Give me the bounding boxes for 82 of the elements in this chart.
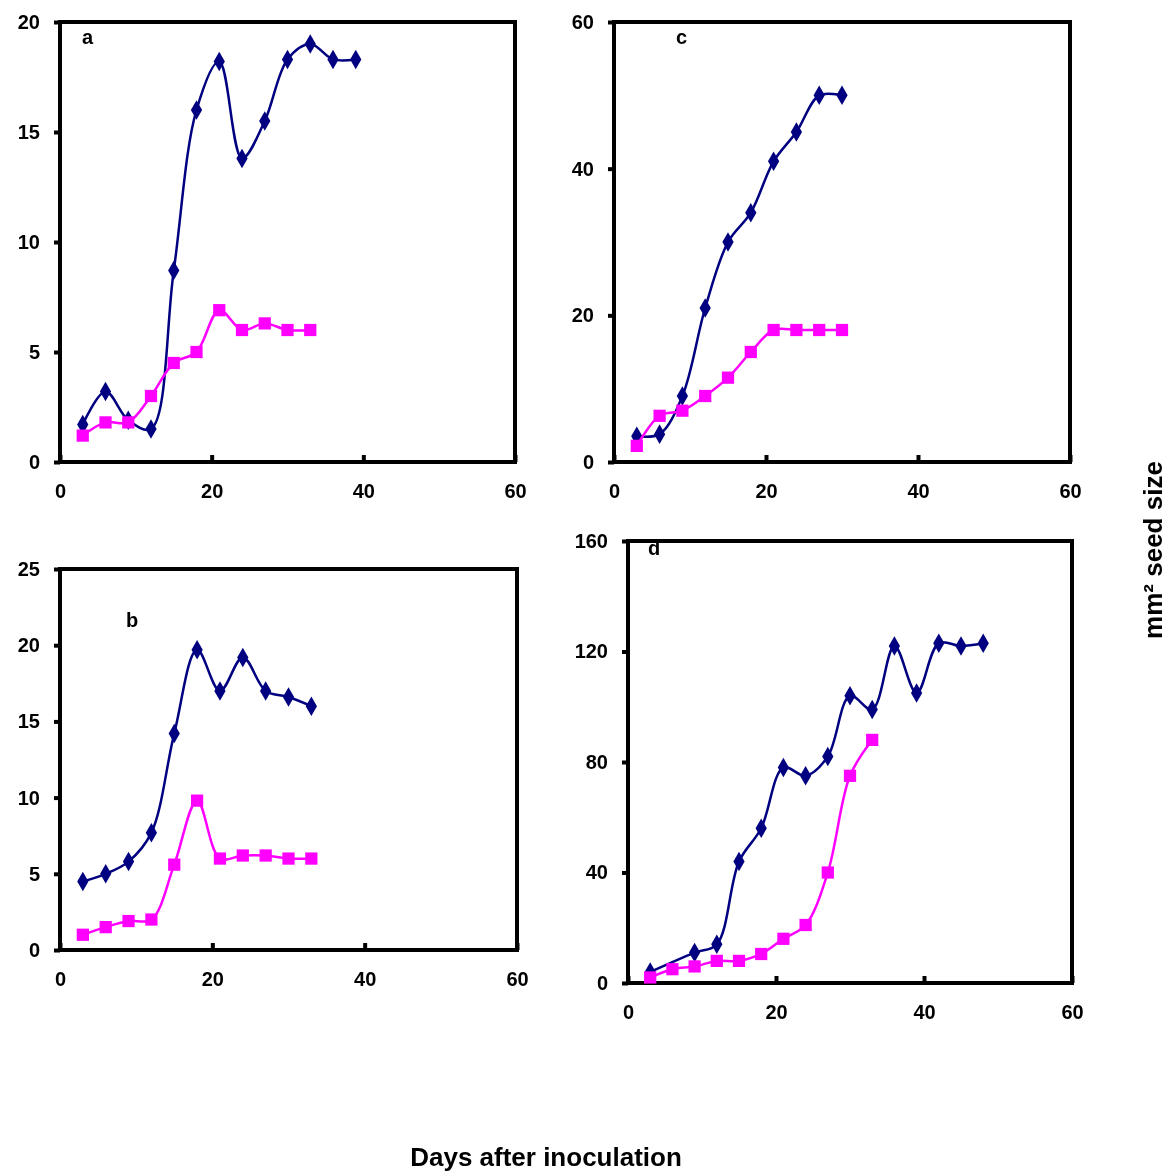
x-tick-label: 40 (352, 480, 375, 503)
point (653, 409, 666, 422)
point (259, 849, 272, 862)
point (258, 317, 271, 330)
y-tick-label: 60 (571, 10, 594, 33)
point (732, 954, 746, 968)
annotation: a (82, 26, 94, 48)
point (721, 371, 735, 384)
point (790, 323, 803, 337)
x-tick-label: 60 (506, 968, 529, 991)
y-axis-title: mm² seed size (1138, 461, 1168, 639)
y-tick-label: 15 (17, 120, 40, 143)
y-tick-label: 0 (28, 450, 40, 473)
y-tick-label: 0 (582, 450, 594, 473)
annotation: b (126, 609, 139, 631)
point (866, 733, 879, 747)
point (190, 345, 203, 359)
x-tick-label: 20 (755, 480, 778, 503)
y-tick-label: 20 (17, 634, 40, 657)
point (666, 963, 679, 976)
x-tick-label: 0 (54, 968, 67, 991)
y-tick-label: 0 (28, 938, 40, 961)
point (99, 416, 112, 429)
y-tick-label: 40 (571, 157, 594, 180)
point (122, 416, 135, 429)
point (799, 918, 812, 932)
y-tick-label: 10 (17, 230, 40, 253)
point (99, 921, 112, 934)
x-tick-label: 0 (622, 1001, 635, 1024)
x-tick-label: 60 (504, 480, 527, 503)
point (235, 323, 249, 337)
x-tick-label: 40 (354, 968, 377, 991)
point (144, 389, 158, 403)
y-tick-label: 25 (17, 557, 40, 580)
point (168, 858, 181, 871)
y-tick-label: 10 (17, 786, 40, 809)
y-tick-label: 40 (585, 861, 608, 884)
point (744, 345, 757, 359)
point (821, 866, 834, 879)
point (755, 947, 768, 961)
y-tick-label: 20 (17, 10, 40, 33)
x-tick-label: 0 (54, 480, 67, 503)
point (777, 932, 790, 945)
x-tick-label: 40 (913, 1001, 936, 1024)
point (122, 914, 135, 928)
point (213, 304, 226, 317)
y-tick-label: 80 (585, 750, 608, 773)
point (843, 769, 857, 782)
y-tick-label: 20 (571, 304, 594, 327)
point (676, 404, 689, 417)
point (710, 954, 723, 968)
point (305, 852, 318, 865)
point (145, 913, 158, 926)
point (699, 389, 712, 403)
point (304, 323, 317, 337)
x-tick-label: 20 (765, 1001, 788, 1024)
y-tick-label: 160 (574, 529, 608, 552)
x-tick-label: 40 (907, 480, 930, 503)
point (767, 323, 780, 337)
y-tick-label: 15 (17, 710, 40, 733)
point (167, 356, 180, 370)
x-tick-label: 60 (1061, 1001, 1084, 1024)
point (76, 928, 89, 941)
point (213, 852, 227, 865)
point (688, 960, 701, 973)
point (835, 323, 849, 337)
x-tick-label: 20 (201, 480, 224, 503)
y-tick-label: 120 (574, 640, 608, 663)
point (630, 439, 643, 452)
annotation: c (676, 26, 688, 48)
point (644, 971, 657, 984)
point (281, 323, 294, 337)
x-tick-label: 60 (1059, 480, 1082, 503)
point (813, 323, 826, 337)
point (282, 852, 295, 865)
point (190, 794, 204, 807)
point (76, 429, 89, 442)
x-axis-title: Days after inoculation (410, 1142, 682, 1172)
point (236, 849, 249, 862)
y-tick-label: 5 (28, 862, 40, 885)
x-tick-label: 20 (201, 968, 224, 991)
y-tick-label: 5 (28, 340, 40, 363)
